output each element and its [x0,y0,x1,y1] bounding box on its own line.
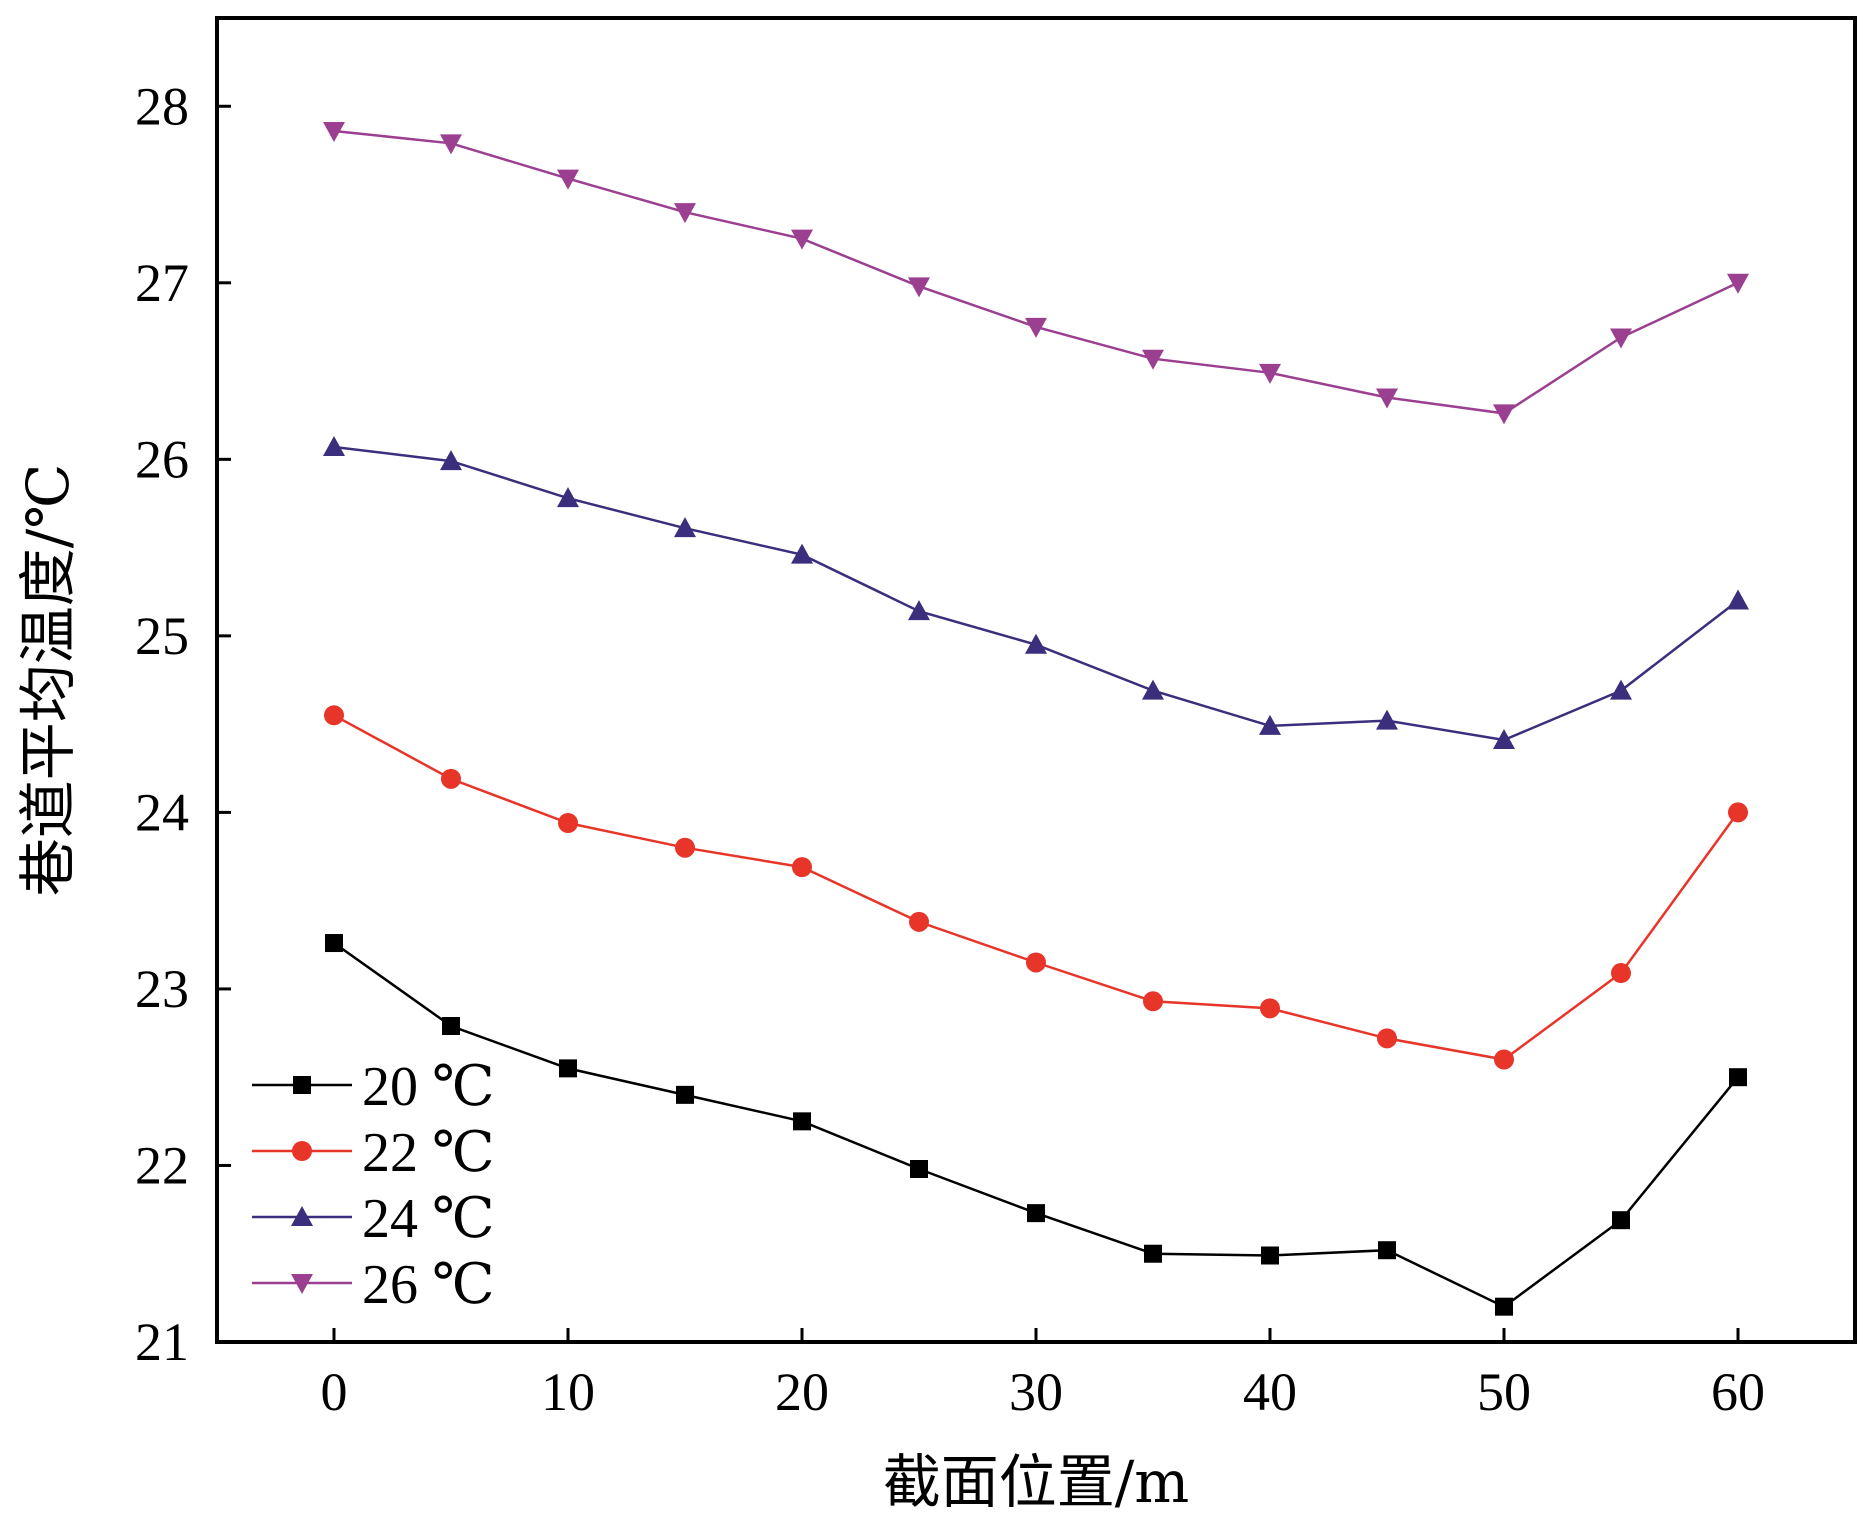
data-point [325,934,343,953]
data-point [1259,363,1281,384]
x-tick-label: 50 [1477,1362,1531,1422]
data-point [1494,1049,1514,1070]
data-point [324,705,344,726]
series-3 [323,121,1749,425]
y-axis-title: 巷道平均温度/℃ [14,464,82,896]
data-point [440,450,462,471]
data-point [1259,714,1281,735]
data-point [908,600,930,621]
data-point [1495,1297,1513,1316]
legend-label: 24 ℃ [362,1188,495,1250]
data-point [1144,1244,1162,1263]
y-tick-label: 27 [135,253,189,313]
y-tick-label: 22 [135,1135,189,1195]
legend-item: 22 ℃ [252,1122,495,1184]
data-point [1378,1241,1396,1260]
x-tick-label: 0 [321,1362,348,1422]
data-point [1612,1211,1630,1230]
data-point [1727,273,1749,294]
legend-label: 26 ℃ [362,1254,495,1316]
data-point [1027,1204,1045,1223]
legend-marker [291,1206,313,1226]
data-point [1728,802,1748,823]
data-point [1026,952,1046,973]
data-point [323,121,345,142]
data-point [1727,589,1749,610]
data-point [1143,991,1163,1012]
y-tick-label: 24 [135,782,189,842]
data-point [557,487,579,508]
data-point [908,277,930,298]
data-point [557,169,579,190]
y-tick-label: 26 [135,429,189,489]
data-point [1025,317,1047,338]
data-point [442,1017,460,1036]
data-point [558,812,578,833]
data-point [1025,633,1047,654]
data-point [441,768,461,789]
data-point [323,435,345,456]
series-1 [324,705,1748,1070]
y-tick-label: 25 [135,606,189,666]
data-point [1611,963,1631,984]
legend-marker [291,1274,313,1294]
legend-item: 20 ℃ [252,1056,495,1118]
legend-marker [292,1141,312,1161]
data-point [1260,998,1280,1019]
data-point [1376,709,1398,730]
data-point [1377,1028,1397,1049]
data-point [675,837,695,858]
data-point [1729,1068,1747,1087]
x-tick-label: 10 [541,1362,595,1422]
data-point [674,203,696,224]
data-point [1493,729,1515,750]
x-tick-label: 30 [1009,1362,1063,1422]
series-0 [325,934,1747,1316]
data-point [674,517,696,538]
data-point [1376,388,1398,409]
legend-item: 24 ℃ [252,1188,495,1250]
data-point [1142,679,1164,700]
data-point [1142,349,1164,370]
y-tick-label: 23 [135,959,189,1019]
data-point [910,1159,928,1178]
legend: 20 ℃22 ℃24 ℃26 ℃ [252,1056,495,1316]
y-tick-label: 21 [135,1312,189,1372]
x-tick-label: 60 [1711,1362,1765,1422]
data-point [791,229,813,250]
axes: 0 10 20 30 40 50 60 21 22 23 24 25 26 27 28 [135,16,1857,1422]
data-point [791,543,813,564]
legend-label: 20 ℃ [362,1056,495,1118]
legend-label: 22 ℃ [362,1122,495,1184]
data-point [1493,404,1515,425]
x-tick-label: 40 [1243,1362,1297,1422]
plot-area [323,121,1749,1316]
series-line [333,445,1739,742]
legend-item: 26 ℃ [252,1254,495,1316]
data-point [1261,1246,1279,1265]
series-line [333,129,1739,415]
data-point [909,911,929,932]
data-point [1610,328,1632,349]
data-point [1610,679,1632,700]
series-line [333,941,1739,1309]
x-axis-title: 截面位置/m [883,1448,1190,1516]
data-point [676,1085,694,1104]
legend-marker [293,1076,311,1094]
series-line [333,714,1740,1061]
data-point [559,1059,577,1078]
data-point [793,1112,811,1131]
series-2 [323,435,1749,750]
data-point [792,857,812,878]
data-point [440,134,462,155]
x-tick-label: 20 [775,1362,829,1422]
y-tick-label: 28 [135,76,189,136]
